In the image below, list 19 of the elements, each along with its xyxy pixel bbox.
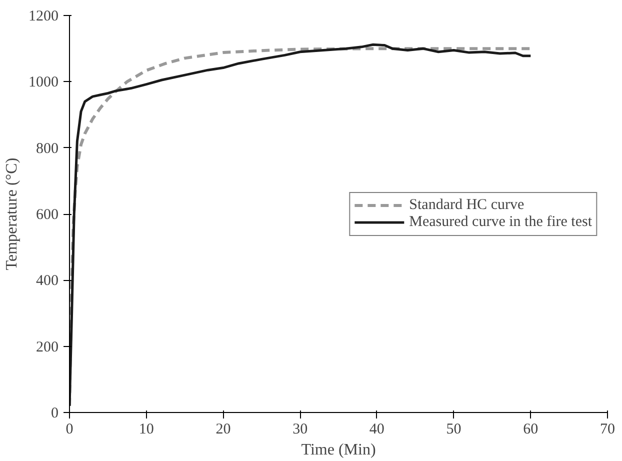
y-tick-label: 800: [36, 140, 58, 157]
x-tick-label: 60: [523, 422, 538, 438]
y-axis-title: Temperature (°C): [4, 158, 20, 270]
x-tick-label: 50: [446, 422, 462, 438]
y-tick-label: 1200: [28, 8, 58, 24]
y-tick-label: 200: [36, 339, 58, 356]
y-tick-label: 600: [36, 207, 58, 223]
x-tick-label: 70: [600, 422, 615, 438]
y-tick-label: 400: [36, 273, 58, 290]
x-axis-title: Time (Min): [301, 442, 376, 458]
x-tick-label: 30: [292, 422, 308, 438]
x-tick-label: 20: [216, 422, 231, 438]
y-tick-label: 0: [51, 406, 58, 422]
y-tick-label: 1000: [28, 74, 58, 91]
x-tick-label: 0: [66, 422, 74, 438]
x-tick-label: 40: [369, 422, 384, 438]
legend-label: Measured curve in the fire test: [409, 214, 592, 230]
legend-label: Standard HC curve: [409, 196, 524, 214]
x-tick-label: 10: [138, 422, 154, 438]
